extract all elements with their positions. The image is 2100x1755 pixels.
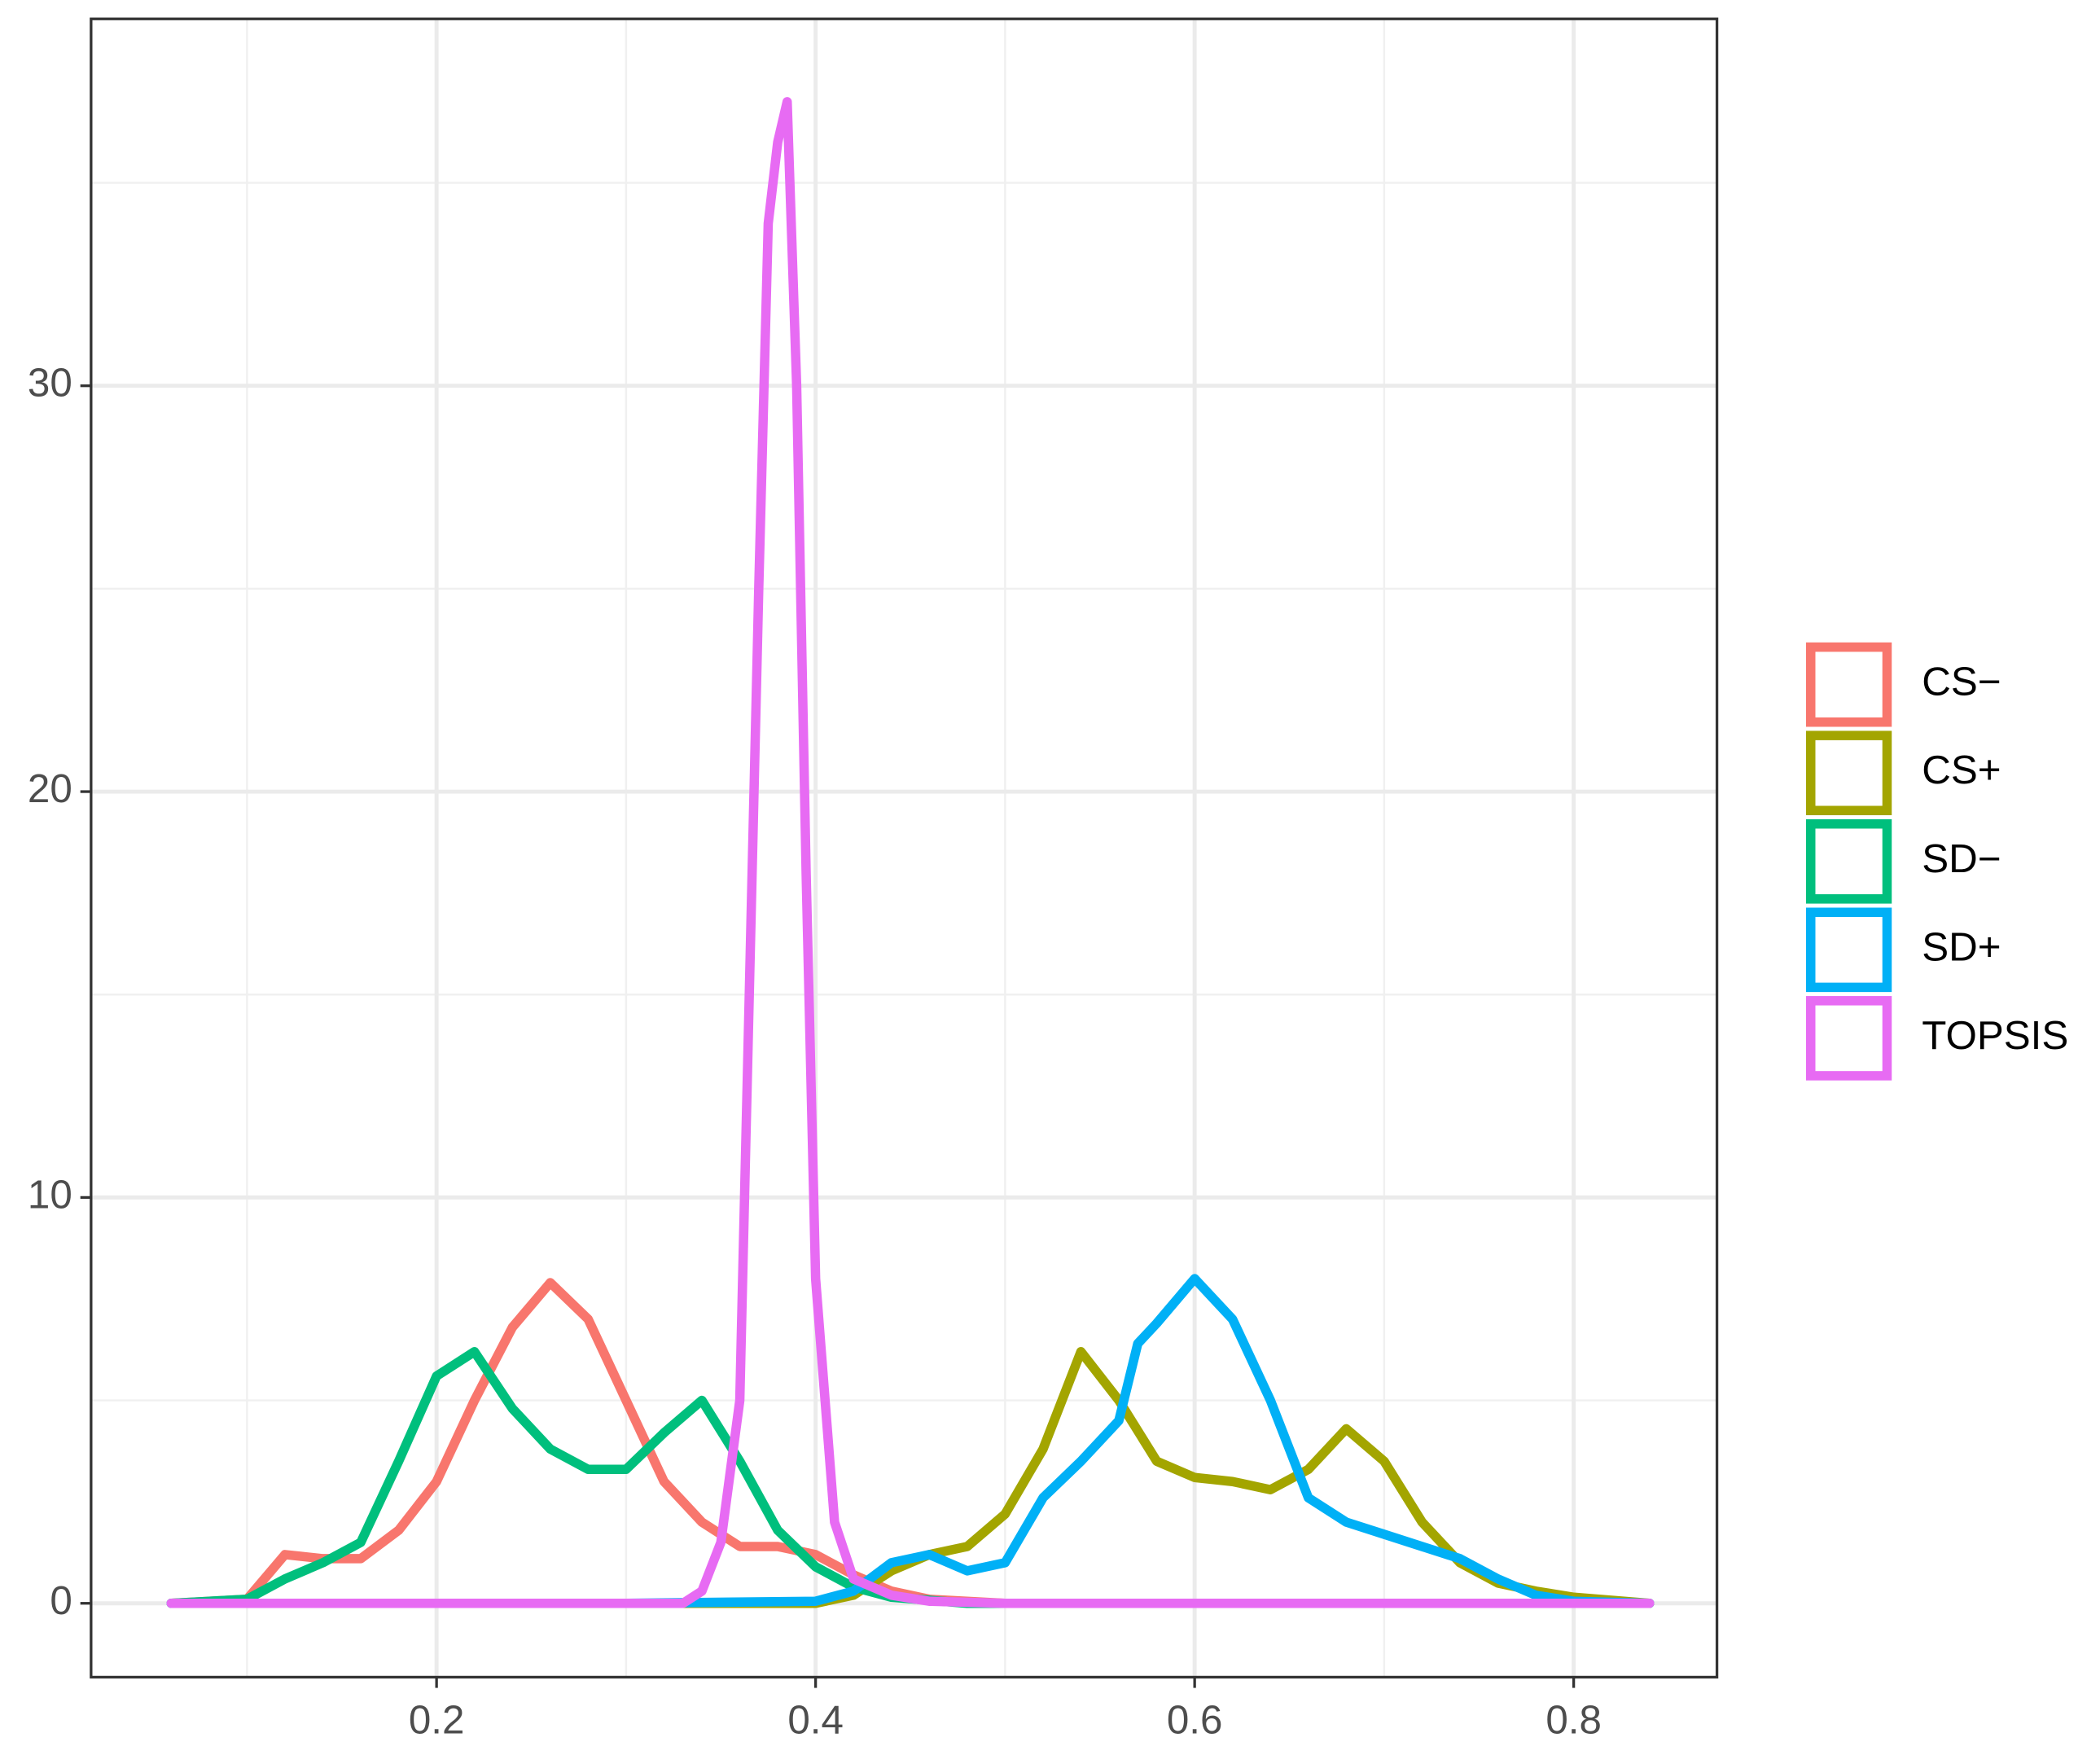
x-tick-label: 0.4 xyxy=(787,1697,844,1742)
x-tick-label: 0.6 xyxy=(1167,1697,1223,1742)
legend-key xyxy=(1805,731,1892,816)
legend-label: CS+ xyxy=(1922,748,2001,792)
x-tick-label: 0.2 xyxy=(409,1697,465,1742)
legend-label: CS− xyxy=(1922,660,2001,704)
line xyxy=(166,97,1655,1608)
line xyxy=(166,1274,1655,1608)
line xyxy=(166,1347,1655,1608)
legend-key xyxy=(1805,907,1892,993)
plot-background xyxy=(90,19,1717,1678)
legend-label: TOPSIS xyxy=(1922,1013,2068,1058)
legend-key xyxy=(1805,996,1892,1081)
plot-border xyxy=(90,17,1719,1679)
y-tick-label: 0 xyxy=(50,1578,72,1623)
y-tick-label: 10 xyxy=(28,1172,72,1217)
legend-key xyxy=(1805,818,1892,904)
legend-label: SD− xyxy=(1922,836,2001,881)
legend-key xyxy=(1805,642,1892,727)
y-tick-label: 20 xyxy=(28,766,72,811)
legend-label: SD+ xyxy=(1922,924,2001,969)
y-tick-label: 30 xyxy=(28,361,72,406)
x-tick-label: 0.8 xyxy=(1545,1697,1602,1742)
